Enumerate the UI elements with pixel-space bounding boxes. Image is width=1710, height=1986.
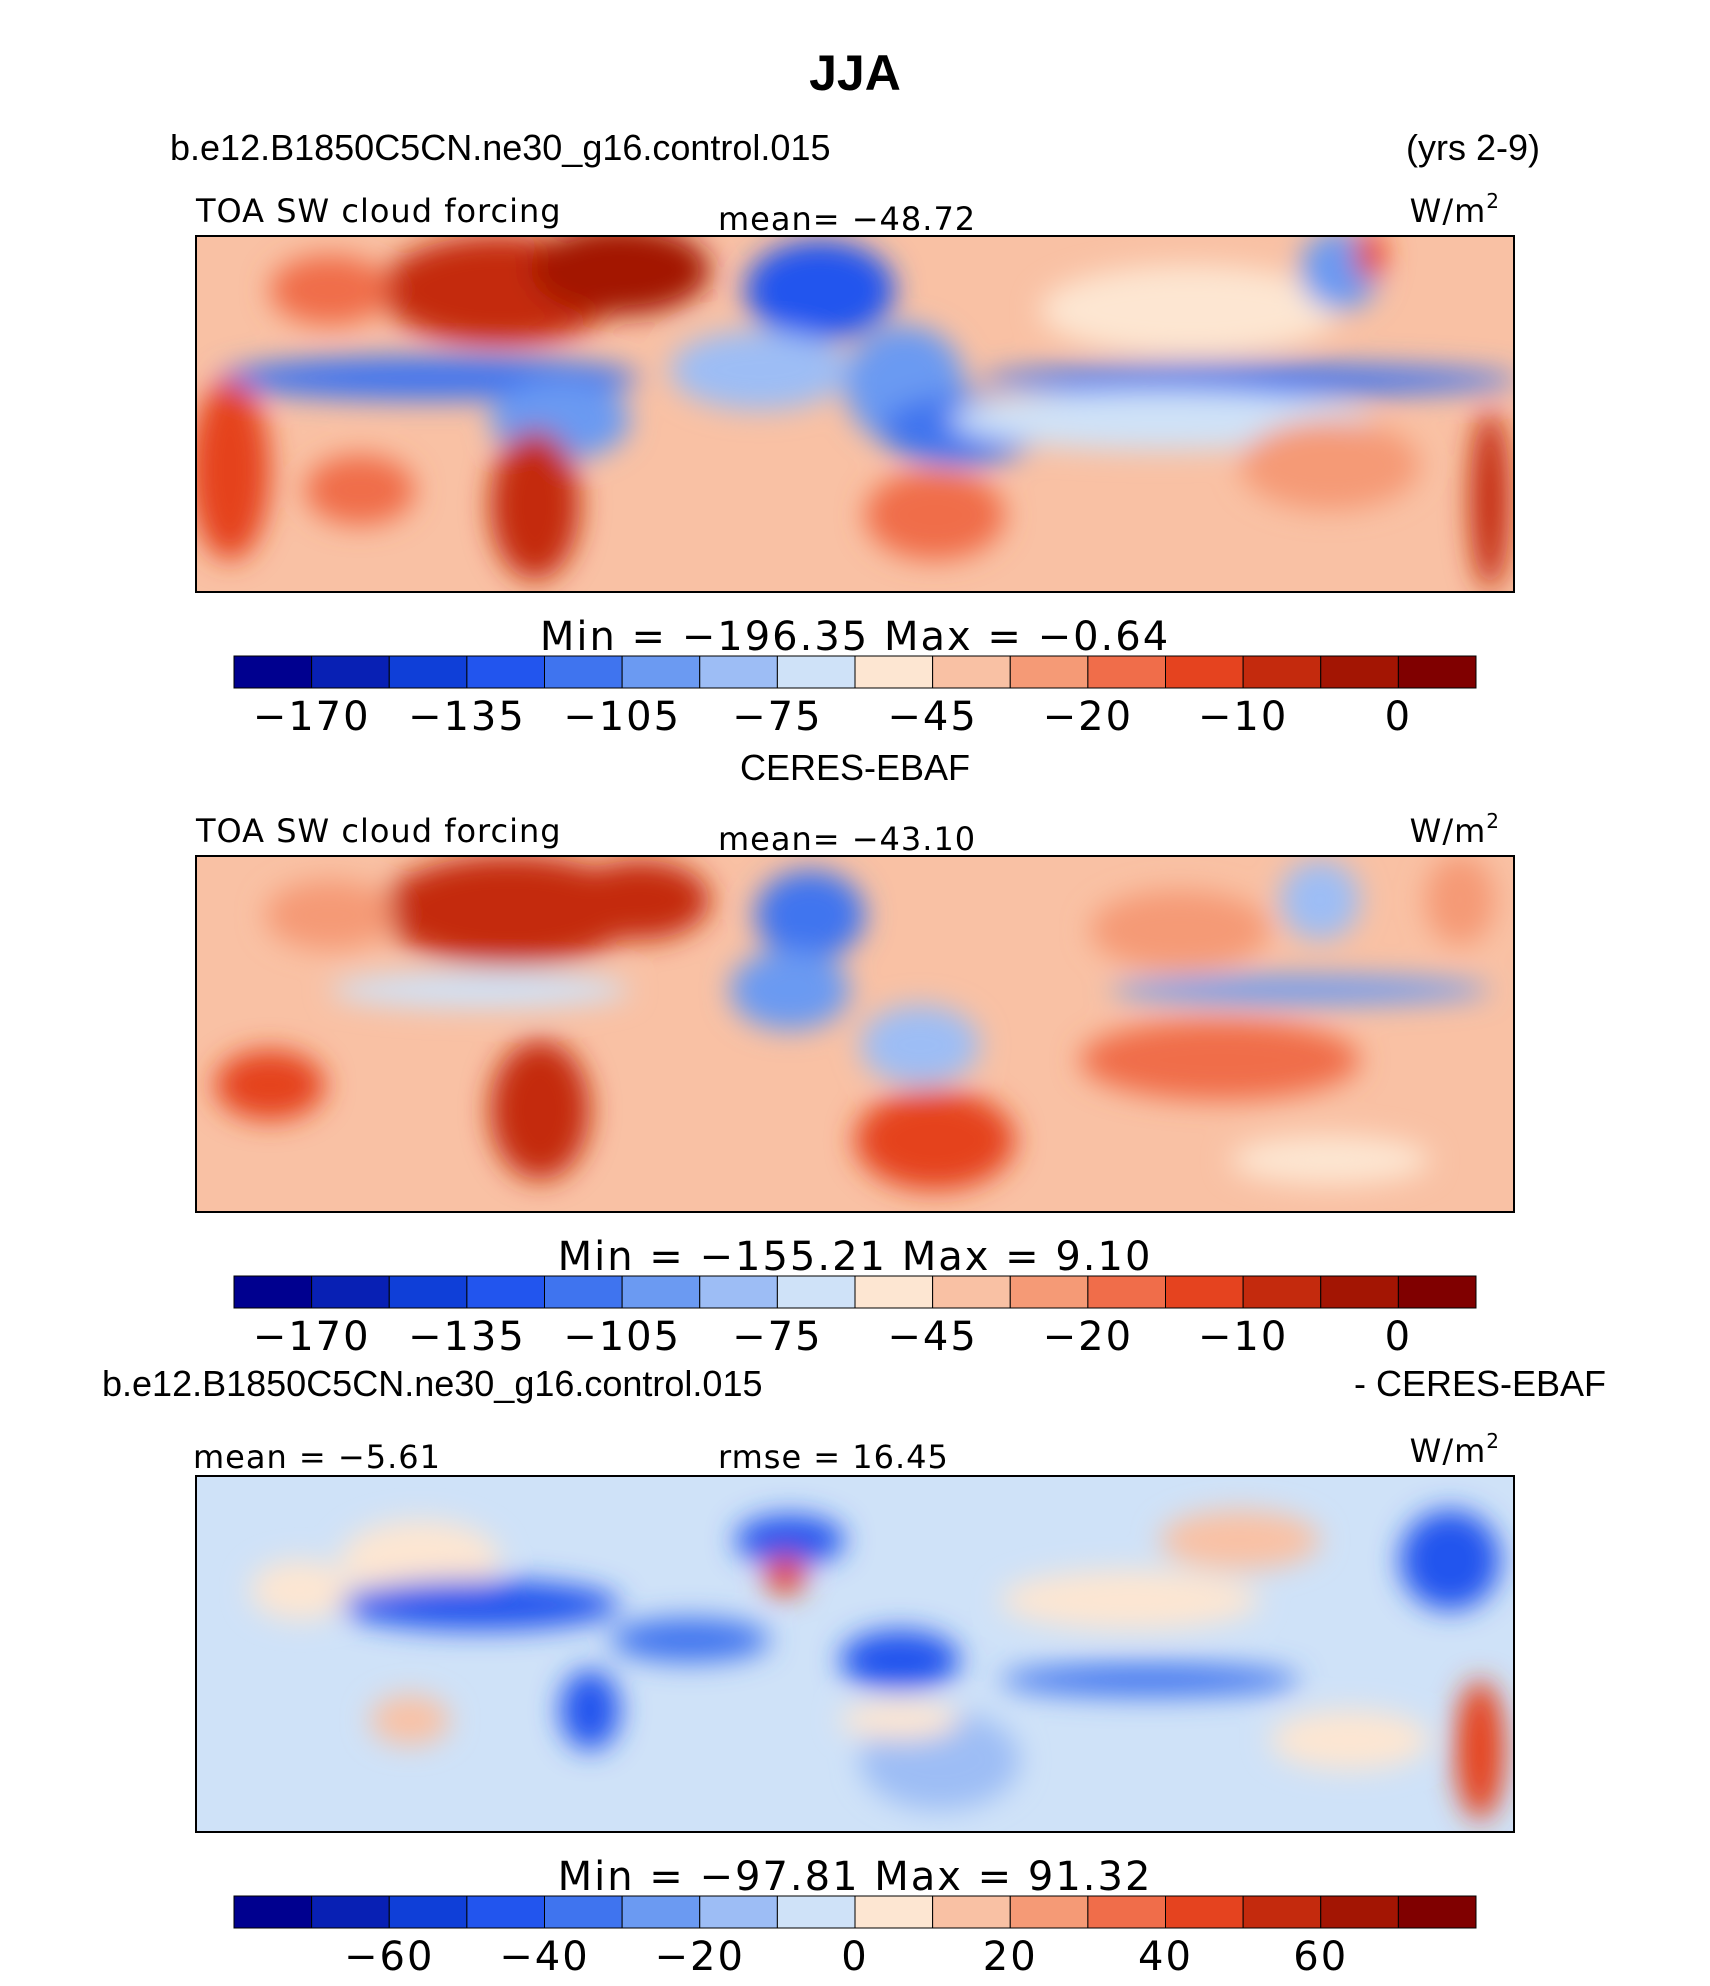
colorbar-box: [1009, 655, 1089, 689]
colorbar-box: [699, 1895, 778, 1929]
colorbar-box: [233, 1895, 313, 1929]
colorbar-box: [854, 1275, 934, 1309]
panel2-colorbar: −170 −135 −105 −75 −45 −20 −10 0: [233, 1275, 1477, 1360]
colorbar-box: [1009, 1275, 1089, 1309]
panel2-minmax: Min = −155.21 Max = 9.10: [558, 1234, 1153, 1280]
colorbar-box: [388, 1895, 468, 1929]
colorbar-box: [1242, 655, 1322, 689]
colorbar-tick-label: 40: [1138, 1934, 1193, 1980]
colorbar-box: [621, 1895, 701, 1929]
colorbar-box: [1165, 1895, 1244, 1929]
colorbar-box: [699, 1275, 778, 1309]
colorbar-tick-label: −170: [253, 694, 371, 740]
colorbar-tick-label: −40: [499, 1934, 589, 1980]
colorbar-box: [932, 1895, 1011, 1929]
colorbar-tick-label: −105: [563, 1314, 681, 1360]
colorbar-box: [932, 1275, 1011, 1309]
colorbar-tick-label: −75: [732, 1314, 822, 1360]
panel2-mean: mean= −43.10: [718, 820, 976, 858]
colorbar-box: [466, 655, 545, 689]
colorbar-box: [311, 655, 390, 689]
colorbar-box: [1087, 1895, 1166, 1929]
panel3-colorbar: −60 −40 −20 0 20 40 60: [233, 1895, 1477, 1980]
colorbar-box: [466, 1275, 545, 1309]
colorbar-tick-label: 0: [1385, 1314, 1412, 1360]
colorbar-box: [1397, 655, 1477, 689]
colorbar-tick-label: 60: [1293, 1934, 1348, 1980]
panel1-mean: mean= −48.72: [718, 200, 976, 238]
panel2-variable: TOA SW cloud forcing: [195, 812, 562, 850]
panel2-heading: CERES-EBAF: [740, 747, 970, 788]
colorbar-tick-label: −20: [655, 1934, 745, 1980]
colorbar-tick-label: −60: [344, 1934, 434, 1980]
colorbar-box: [233, 1275, 313, 1309]
figure-title: JJA: [809, 45, 901, 101]
colorbar-box: [1320, 1895, 1399, 1929]
panel1-minmax: Min = −196.35 Max = −0.64: [540, 614, 1170, 660]
panel3-heading-left: b.e12.B1850C5CN.ne30_g16.control.015: [102, 1363, 763, 1404]
panel1-units: W/m2: [1410, 189, 1500, 230]
panel2-map: [196, 856, 1514, 1212]
colorbar-tick-label: −10: [1198, 1314, 1288, 1360]
colorbar-tick-label: −45: [887, 1314, 977, 1360]
colorbar-tick-label: −170: [253, 1314, 371, 1360]
colorbar-tick-label: −135: [408, 1314, 526, 1360]
panel2-units: W/m2: [1410, 809, 1500, 850]
colorbar-box: [932, 655, 1011, 689]
panel3-heading-right: - CERES-EBAF: [1354, 1363, 1606, 1404]
colorbar-tick-label: −20: [1043, 1314, 1133, 1360]
panel-observations: CERES-EBAF TOA SW cloud forcing mean= −4…: [195, 747, 1515, 1360]
colorbar-box: [854, 1895, 934, 1929]
colorbar-tick-label: 0: [1385, 694, 1412, 740]
colorbar-box: [311, 1895, 390, 1929]
colorbar-tick-label: 0: [841, 1934, 868, 1980]
colorbar-box: [1397, 1275, 1477, 1309]
years-label: (yrs 2-9): [1406, 127, 1540, 168]
colorbar-box: [1087, 1275, 1166, 1309]
colorbar-box: [1009, 1895, 1089, 1929]
panel3-mean: mean = −5.61: [193, 1438, 441, 1476]
colorbar-tick-label: 20: [983, 1934, 1038, 1980]
colorbar-box: [1242, 1275, 1322, 1309]
panel3-rmse: rmse = 16.45: [718, 1438, 949, 1476]
colorbar-box: [544, 655, 623, 689]
colorbar-box: [544, 1895, 623, 1929]
colorbar-box: [621, 1275, 701, 1309]
colorbar-box: [1165, 655, 1244, 689]
panel1-variable: TOA SW cloud forcing: [195, 192, 562, 230]
case-name: b.e12.B1850C5CN.ne30_g16.control.015: [170, 127, 831, 168]
colorbar-box: [776, 655, 856, 689]
colorbar-box: [776, 1275, 856, 1309]
panel-model: TOA SW cloud forcing mean= −48.72 W/m2: [195, 189, 1515, 740]
colorbar-tick-label: −135: [408, 694, 526, 740]
colorbar-box: [1242, 1895, 1322, 1929]
colorbar-box: [621, 655, 701, 689]
colorbar-box: [233, 655, 313, 689]
colorbar-box: [544, 1275, 623, 1309]
colorbar-tick-label: −45: [887, 694, 977, 740]
colorbar-box: [311, 1275, 390, 1309]
panel3-units: W/m2: [1410, 1429, 1500, 1470]
colorbar-box: [388, 1275, 468, 1309]
colorbar-tick-label: −20: [1043, 694, 1133, 740]
colorbar-box: [776, 1895, 856, 1929]
colorbar-box: [1320, 655, 1399, 689]
panel1-colorbar: −170 −135 −105 −75 −45 −20 −10 0: [233, 655, 1477, 740]
colorbar-box: [854, 655, 934, 689]
colorbar-box: [1397, 1895, 1477, 1929]
colorbar-tick-label: −75: [732, 694, 822, 740]
colorbar-tick-label: −10: [1198, 694, 1288, 740]
colorbar-box: [388, 655, 468, 689]
panel-difference: b.e12.B1850C5CN.ne30_g16.control.015 - C…: [102, 1363, 1606, 1980]
colorbar-box: [1165, 1275, 1244, 1309]
panel1-map: [196, 236, 1514, 592]
colorbar-box: [1320, 1275, 1399, 1309]
colorbar-box: [466, 1895, 545, 1929]
panel3-map: [196, 1476, 1514, 1832]
colorbar-box: [699, 655, 778, 689]
colorbar-tick-label: −105: [563, 694, 681, 740]
colorbar-box: [1087, 655, 1166, 689]
panel3-minmax: Min = −97.81 Max = 91.32: [558, 1854, 1153, 1900]
